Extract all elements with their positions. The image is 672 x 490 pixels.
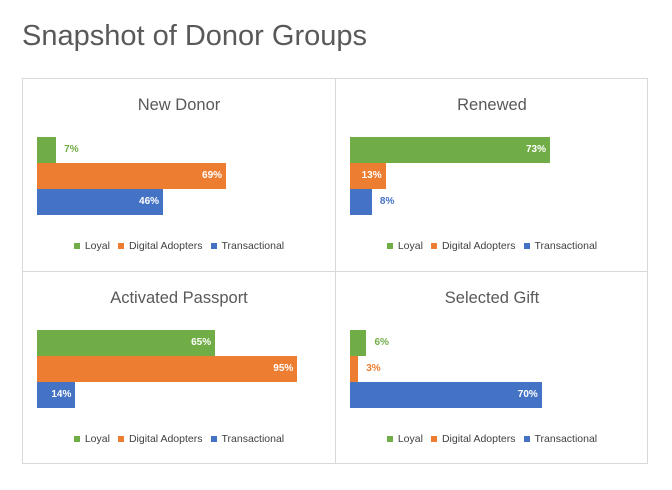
legend-label: Loyal	[84, 433, 110, 445]
bar-transactional	[37, 382, 76, 408]
legend-item-transactional: Transactional	[523, 433, 598, 445]
bar-value-label: 69%	[202, 170, 223, 181]
bar-transactional	[350, 189, 372, 215]
chart-title: Activated Passport	[110, 289, 248, 307]
legend-swatch	[73, 436, 80, 442]
bar-digital-adopters	[37, 163, 227, 189]
legend-swatch	[386, 243, 393, 249]
bar-loyal	[350, 137, 551, 163]
legend-label: Digital Adopters	[441, 433, 516, 445]
bar-digital-adopters	[350, 163, 386, 189]
bar-value-label: 6%	[374, 337, 389, 348]
legend-label: Digital Adopters	[128, 240, 203, 252]
bar-digital-adopters	[37, 356, 298, 382]
legend-swatch	[117, 436, 124, 442]
legend-label: Digital Adopters	[128, 433, 203, 445]
bar-digital-adopters	[350, 356, 359, 382]
legend-item-digital-adopters: Digital Adopters	[430, 433, 516, 445]
bar-value-label: 13%	[361, 170, 382, 181]
legend-item-loyal: Loyal	[386, 433, 423, 445]
legend-item-transactional: Transactional	[210, 240, 285, 252]
chart-panel-selected-gift: Selected Gift 6% 3% 70% Loyal Digital Adopt…	[336, 272, 648, 464]
legend-label: Loyal	[397, 240, 423, 252]
bar-transactional	[350, 382, 542, 408]
legend-label: Transactional	[534, 433, 598, 445]
legend-item-digital-adopters: Digital Adopters	[117, 240, 203, 252]
legend-label: Loyal	[84, 240, 110, 252]
legend-item-transactional: Transactional	[523, 240, 598, 252]
legend-label: Loyal	[397, 433, 423, 445]
legend-label: Transactional	[534, 240, 598, 252]
bar-value-label: 3%	[366, 363, 381, 374]
bar-value-label: 8%	[379, 196, 395, 207]
bar-value-label: 7%	[64, 144, 79, 155]
legend-swatch	[210, 243, 217, 249]
chart-legend: Loyal Digital Adopters Transactional	[23, 240, 335, 252]
legend-swatch	[210, 436, 217, 442]
bar-value-label: 70%	[517, 389, 538, 400]
bar-loyal	[37, 330, 216, 356]
legend-item-digital-adopters: Digital Adopters	[117, 433, 203, 445]
legend-swatch	[73, 243, 80, 249]
legend-label: Transactional	[221, 433, 285, 445]
chart-legend: Loyal Digital Adopters Transactional	[336, 433, 648, 445]
chart-legend: Loyal Digital Adopters Transactional	[23, 433, 335, 445]
legend-item-loyal: Loyal	[386, 240, 423, 252]
bar-loyal	[37, 137, 57, 163]
chart-title: Selected Gift	[444, 289, 540, 307]
chart-panel-activated-passport: Activated Passport 65% 95% 14% Loyal Digita…	[23, 272, 335, 464]
bar-value-label: 95%	[273, 363, 294, 374]
chart-title: Renewed	[457, 96, 527, 114]
legend-swatch	[117, 243, 124, 249]
chart-title: New Donor	[137, 96, 221, 114]
chart-legend: Loyal Digital Adopters Transactional	[336, 240, 648, 252]
legend-label: Transactional	[221, 240, 285, 252]
charts-grid: New Donor 7% 69% 46% Loyal Digital Adopters…	[22, 78, 648, 464]
page-title: Snapshot of Donor Groups	[22, 20, 367, 52]
chart-panel-new-donor: New Donor 7% 69% 46% Loyal Digital Adopters…	[23, 79, 335, 271]
legend-swatch	[523, 436, 530, 442]
bar-value-label: 73%	[526, 144, 547, 155]
grid-divider-horizontal	[23, 271, 647, 272]
legend-item-digital-adopters: Digital Adopters	[430, 240, 516, 252]
legend-swatch	[430, 436, 437, 442]
legend-item-transactional: Transactional	[210, 433, 285, 445]
bar-transactional	[37, 189, 164, 215]
chart-panel-renewed: Renewed 73% 13% 8% Loyal Digital Adopters Tr…	[336, 79, 648, 271]
bar-loyal	[350, 330, 367, 356]
legend-swatch	[386, 436, 393, 442]
legend-swatch	[430, 243, 437, 249]
legend-swatch	[523, 243, 530, 249]
bar-value-label: 65%	[191, 337, 212, 348]
legend-item-loyal: Loyal	[73, 433, 110, 445]
legend-item-loyal: Loyal	[73, 240, 110, 252]
bar-value-label: 46%	[139, 196, 160, 207]
legend-label: Digital Adopters	[441, 240, 516, 252]
bar-value-label: 14%	[51, 389, 72, 400]
